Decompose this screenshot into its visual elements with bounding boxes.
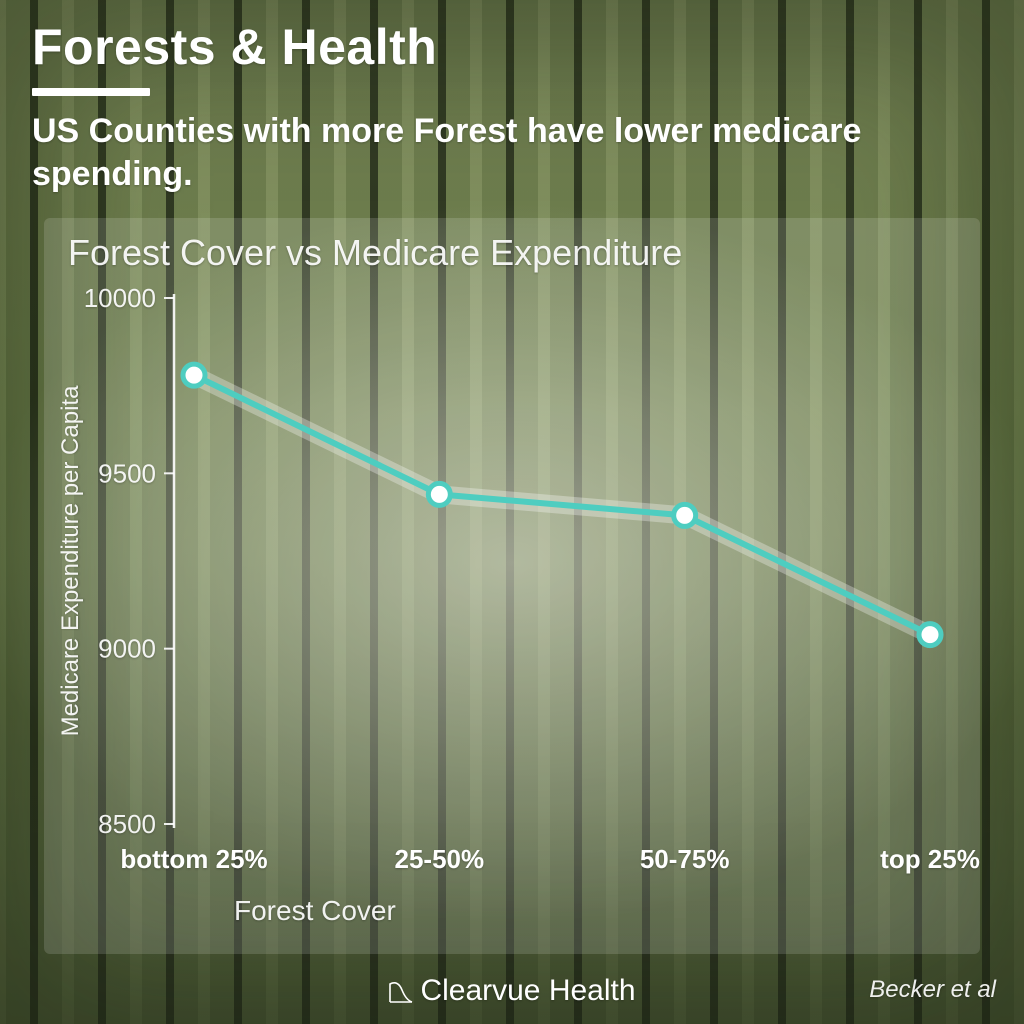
chart-title: Forest Cover vs Medicare Expenditure	[68, 232, 682, 274]
brand-name: Clearvue Health	[420, 974, 635, 1007]
svg-text:50-75%: 50-75%	[640, 844, 730, 874]
svg-text:top 25%: top 25%	[880, 844, 980, 874]
page-title: Forests & Health	[32, 18, 437, 76]
title-underline	[32, 88, 150, 96]
chart-panel: Forest Cover vs Medicare Expenditure 850…	[44, 218, 980, 954]
svg-text:8500: 8500	[98, 809, 156, 839]
brand-logo-icon	[388, 978, 414, 1004]
svg-text:Medicare Expenditure per Capit: Medicare Expenditure per Capita	[57, 385, 84, 737]
source-attribution: Becker et al	[869, 976, 996, 1004]
svg-text:25-50%: 25-50%	[395, 844, 485, 874]
svg-text:9500: 9500	[98, 458, 156, 488]
infographic-root: Forests & Health US Counties with more F…	[0, 0, 1024, 1024]
svg-text:9000: 9000	[98, 634, 156, 664]
line-chart: 8500 9000 9500 10000 Medicare Expenditure pe…	[44, 278, 980, 954]
svg-text:Forest Cover: Forest Cover	[234, 895, 396, 926]
svg-text:10000: 10000	[84, 283, 156, 313]
svg-text:bottom 25%: bottom 25%	[120, 844, 267, 874]
page-subtitle: US Counties with more Forest have lower …	[32, 110, 964, 195]
